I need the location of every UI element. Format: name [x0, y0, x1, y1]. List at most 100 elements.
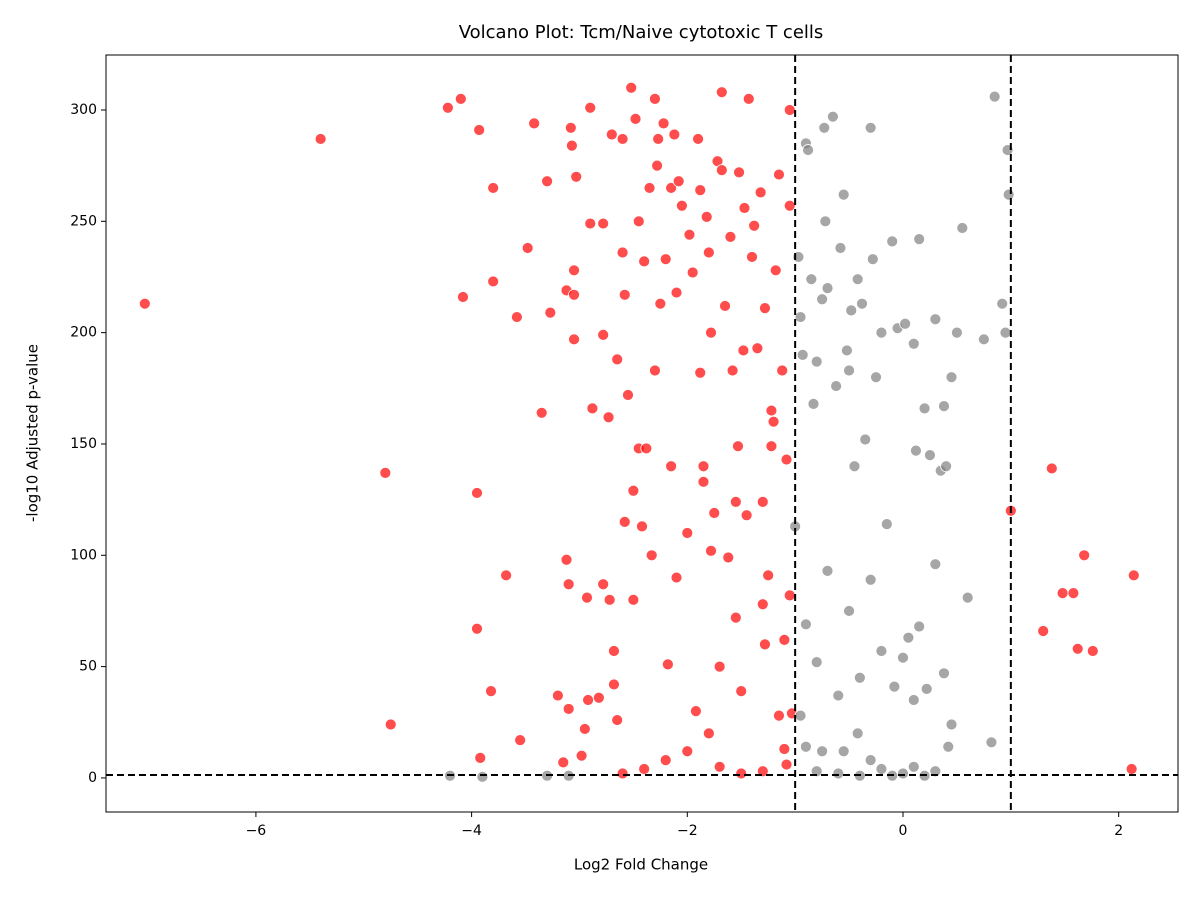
- x-axis-label: Log2 Fold Change: [574, 856, 708, 874]
- point: [853, 671, 866, 684]
- plot-frame: [105, 54, 1179, 813]
- point: [471, 622, 483, 635]
- point: [649, 364, 661, 377]
- point: [645, 549, 658, 562]
- point: [880, 518, 893, 531]
- point: [670, 571, 683, 584]
- x-tick-label: −6: [246, 823, 267, 839]
- point: [938, 667, 950, 680]
- point: [568, 264, 580, 277]
- point: [592, 691, 605, 704]
- point: [473, 124, 486, 136]
- point: [834, 242, 847, 254]
- point: [702, 727, 715, 740]
- point: [807, 397, 820, 410]
- point: [659, 754, 672, 767]
- point: [729, 611, 742, 624]
- point: [866, 253, 879, 266]
- point: [562, 578, 575, 591]
- point: [819, 215, 832, 228]
- point: [996, 297, 1009, 310]
- point: [765, 404, 778, 417]
- point: [528, 117, 541, 130]
- point: [794, 709, 807, 722]
- point: [652, 133, 665, 145]
- x-tick-label: 2: [1114, 823, 1123, 839]
- point: [759, 638, 771, 651]
- point: [907, 760, 920, 773]
- point: [629, 112, 642, 125]
- point: [929, 558, 942, 571]
- point: [783, 199, 796, 212]
- point: [632, 215, 645, 228]
- point: [586, 402, 599, 415]
- point: [715, 86, 728, 99]
- point: [705, 544, 717, 557]
- point: [560, 553, 573, 566]
- point: [726, 364, 739, 377]
- point: [1002, 188, 1015, 201]
- point: [510, 311, 523, 323]
- point: [622, 389, 634, 401]
- point: [676, 199, 688, 212]
- point: [668, 128, 681, 141]
- point: [778, 633, 791, 646]
- y-tick-label: 300: [70, 102, 97, 118]
- point: [913, 233, 926, 246]
- y-tick-label: 250: [70, 213, 97, 229]
- point: [742, 92, 755, 105]
- point: [985, 736, 998, 749]
- point: [705, 326, 717, 339]
- point: [616, 133, 629, 145]
- point: [1071, 642, 1084, 655]
- point: [702, 246, 715, 259]
- point: [611, 714, 624, 726]
- point: [732, 440, 744, 453]
- point: [805, 273, 818, 286]
- point: [740, 509, 753, 522]
- x-tick-label: −4: [461, 823, 482, 839]
- point: [608, 645, 620, 657]
- point: [818, 121, 831, 134]
- point: [1045, 462, 1058, 475]
- point: [562, 703, 575, 715]
- point: [783, 589, 796, 602]
- point: [608, 678, 620, 691]
- point: [602, 411, 615, 424]
- point: [575, 749, 588, 762]
- y-tick-label: 150: [70, 436, 97, 452]
- point: [832, 767, 845, 780]
- point: [670, 286, 683, 299]
- point: [913, 620, 926, 633]
- point: [1056, 587, 1069, 600]
- point: [888, 680, 901, 693]
- point: [551, 689, 564, 702]
- point: [487, 275, 500, 288]
- point: [672, 175, 685, 188]
- point: [783, 104, 796, 116]
- y-axis-label: -log10 Adjusted p-value: [24, 344, 42, 522]
- point: [756, 598, 769, 611]
- point: [859, 433, 872, 446]
- point: [1078, 549, 1091, 562]
- point: [500, 569, 513, 582]
- point: [733, 166, 745, 179]
- point: [845, 304, 858, 317]
- y-tick-label: 50: [79, 659, 97, 675]
- point: [910, 444, 922, 457]
- point: [314, 133, 327, 145]
- point: [487, 182, 500, 194]
- point: [920, 682, 933, 695]
- point: [864, 121, 877, 134]
- point: [603, 593, 616, 606]
- point: [557, 756, 570, 769]
- point: [724, 231, 737, 243]
- point: [618, 288, 631, 301]
- point: [457, 291, 469, 303]
- point: [738, 202, 751, 214]
- point: [568, 333, 580, 346]
- point: [816, 745, 829, 758]
- point: [821, 564, 834, 577]
- point: [826, 110, 839, 123]
- point: [700, 210, 713, 223]
